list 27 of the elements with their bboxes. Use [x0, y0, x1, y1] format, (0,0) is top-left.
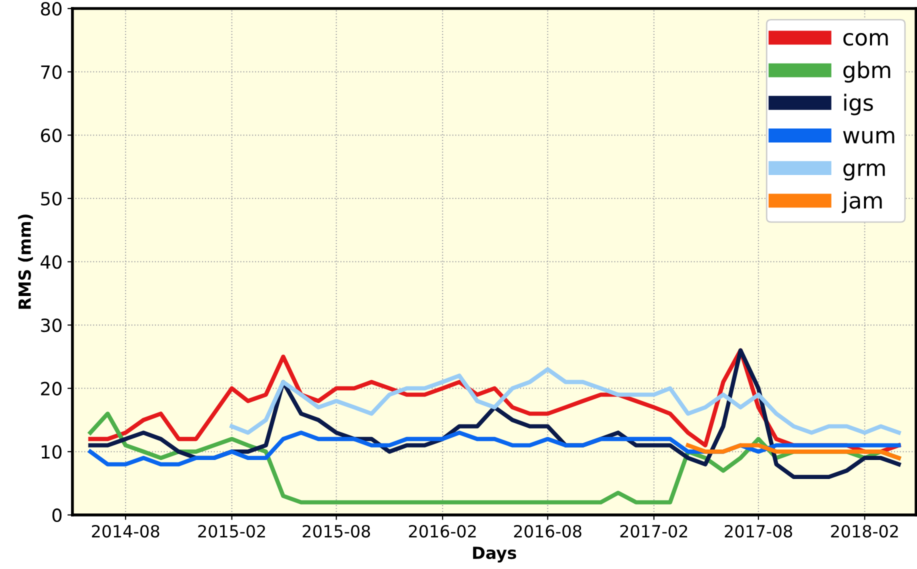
line-series: [88, 430, 901, 466]
x-tick-label: 2015-08: [302, 524, 370, 538]
x-tick-label: 2014-08: [92, 524, 160, 538]
x-tick-label: 2018-02: [831, 524, 898, 538]
legend-label: com: [843, 32, 888, 46]
legend-label: igs: [844, 94, 873, 116]
y-tick-label: 30: [41, 318, 62, 332]
y-tick-label: 40: [40, 255, 62, 269]
legend-label: grm: [843, 163, 885, 181]
x-tick-label: 2016-08: [514, 524, 582, 538]
y-tick-label: 70: [41, 65, 62, 79]
x-tick-label: 2017-02: [620, 524, 688, 538]
x-axis-title: Days: [473, 546, 516, 562]
y-tick-label: 80: [40, 2, 62, 16]
y-tick-label: 50: [41, 192, 62, 206]
y-tick-label: 10: [42, 445, 62, 459]
legend-label: gbm: [843, 61, 890, 83]
y-axis-title: RMS (mm): [18, 214, 33, 309]
legend-label: wum: [843, 130, 894, 144]
line-series: [230, 367, 901, 435]
legend-label: jam: [842, 192, 882, 214]
y-tick-label: 20: [41, 382, 62, 396]
x-tick-label: 2017-08: [724, 524, 792, 538]
y-tick-label: 0: [52, 508, 62, 522]
x-tick-label: 2015-02: [198, 524, 265, 538]
x-tick-label: 2016-02: [408, 524, 476, 538]
y-tick-label: 60: [41, 128, 62, 142]
